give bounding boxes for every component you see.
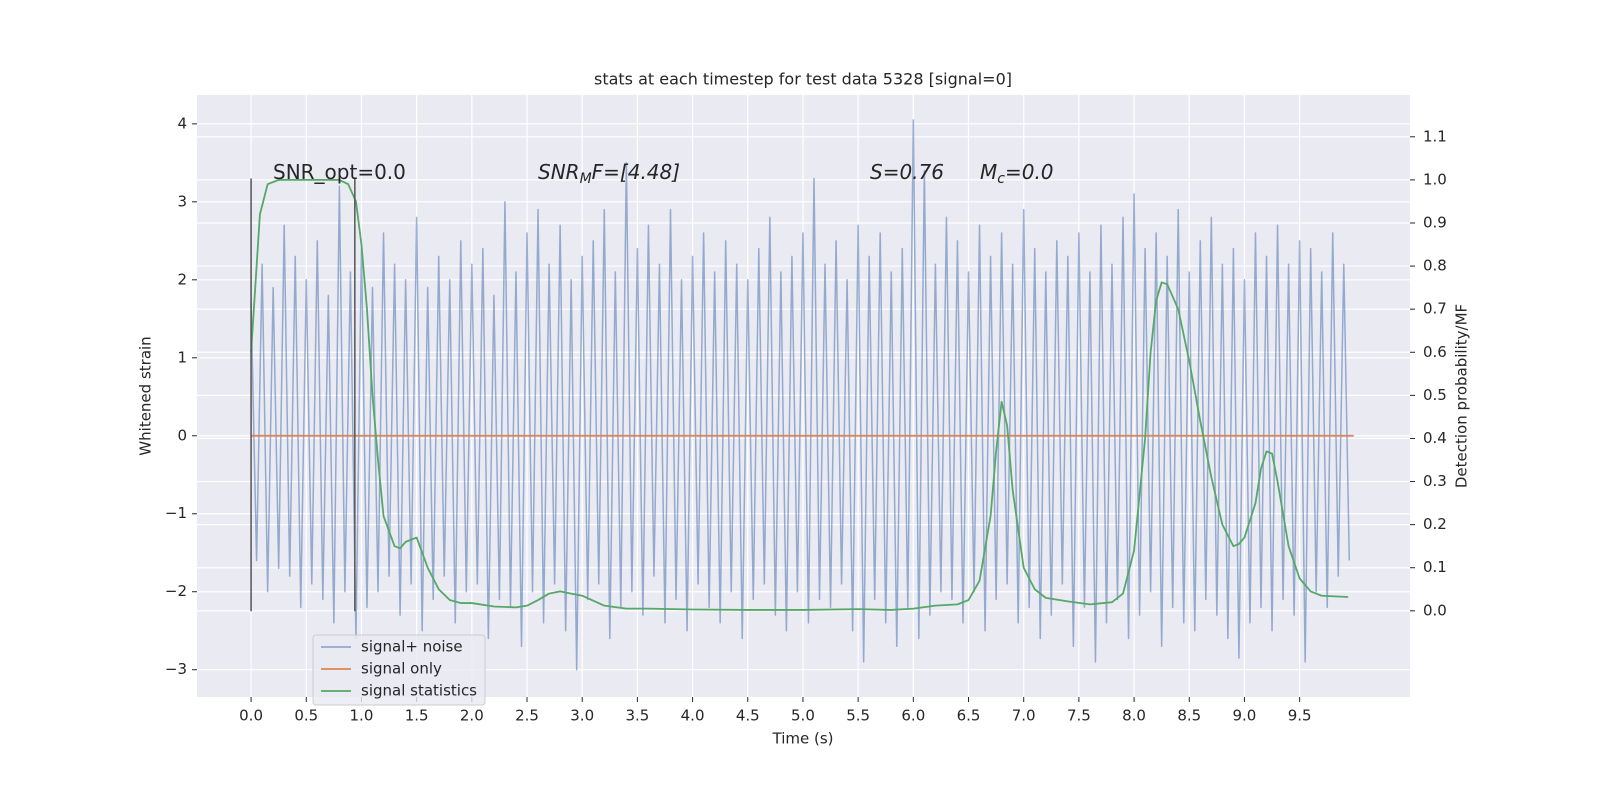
annotation-text: SNR [538,160,580,184]
marks [250,119,1354,671]
annotation: SNRMF=[4.48] [538,160,680,188]
annotation-subscript: c [997,171,1005,187]
y-tick-label: 1 [177,348,187,366]
y2-tick-label: 0.8 [1423,257,1447,275]
legend-label: signal statistics [361,682,477,700]
x-tick-label: 9.5 [1288,707,1312,725]
x-tick-label: 3.0 [570,707,594,725]
y-tick-label: 2 [177,270,187,288]
y2-tick-label: 0.7 [1423,300,1447,318]
series-line [250,178,1349,611]
x-tick-label: 2.5 [515,707,539,725]
y-tick-label: 4 [177,114,187,132]
x-tick-label: 2.0 [460,707,484,725]
x-tick-label: 3.5 [625,707,649,725]
x-tick-label: 5.0 [791,707,815,725]
annotation: SNR_opt=0.0 [273,160,406,184]
y2-axis-label: Detection probability/MF [1453,304,1471,488]
annotation-text: =0.76 [883,160,944,184]
annotation-text: =0.0 [1005,160,1054,184]
y-axis-label: Whitened strain [137,336,155,455]
x-tick-label: 6.5 [957,707,981,725]
y2-tick-label: 0.4 [1423,429,1447,447]
annotation: S=0.76 [870,160,944,184]
y2-tick-label: 0.1 [1423,558,1447,576]
y-tick-label: 0 [177,426,187,444]
annotation-text: M [980,160,997,184]
x-tick-label: 9.0 [1233,707,1257,725]
x-tick-label: 4.0 [681,707,705,725]
x-tick-label: 0.5 [294,707,318,725]
legend-label: signal only [361,660,442,678]
legend-box [312,634,486,706]
y-tick-label: −3 [165,660,187,678]
x-tick-label: 5.5 [846,707,870,725]
chart-title: stats at each timestep for test data 532… [594,70,1012,89]
y2-tick-label: 0.9 [1423,213,1447,231]
grid [197,95,1410,697]
x-tick-label: 6.0 [901,707,925,725]
y2-tick-label: 1.0 [1423,170,1447,188]
y-tick-label: −1 [165,504,187,522]
y2-tick-label: 1.1 [1423,127,1447,145]
annotation: Mc=0.0 [980,160,1054,188]
annotation-text: S [870,160,883,184]
legend-label: signal+ noise [361,638,463,656]
series-line [250,119,1351,671]
x-tick-label: 7.0 [1012,707,1036,725]
x-tick-label: 7.5 [1067,707,1091,725]
x-tick-label: 8.0 [1122,707,1146,725]
y2-tick-label: 0.6 [1423,343,1447,361]
y-tick-label: −2 [165,582,187,600]
y2-tick-label: 0.5 [1423,386,1447,404]
y-tick-label: 3 [177,192,187,210]
annotation-text: SNR_opt=0.0 [273,160,406,184]
x-tick-label: 1.0 [350,707,374,725]
legend: signal+ noise signal only signal statistic… [312,634,486,706]
y2-tick-label: 0.0 [1423,601,1447,619]
annotation-text: F=[4.48] [592,160,680,184]
x-axis-label: Time (s) [772,730,834,748]
x-tick-label: 8.5 [1177,707,1201,725]
y2-tick-label: 0.2 [1423,515,1447,533]
x-tick-label: 4.5 [736,707,760,725]
x-tick-label: 1.5 [405,707,429,725]
x-tick-label: 0.0 [239,707,263,725]
annotation-subscript: M [580,171,592,187]
y2-tick-label: 0.3 [1423,472,1447,490]
